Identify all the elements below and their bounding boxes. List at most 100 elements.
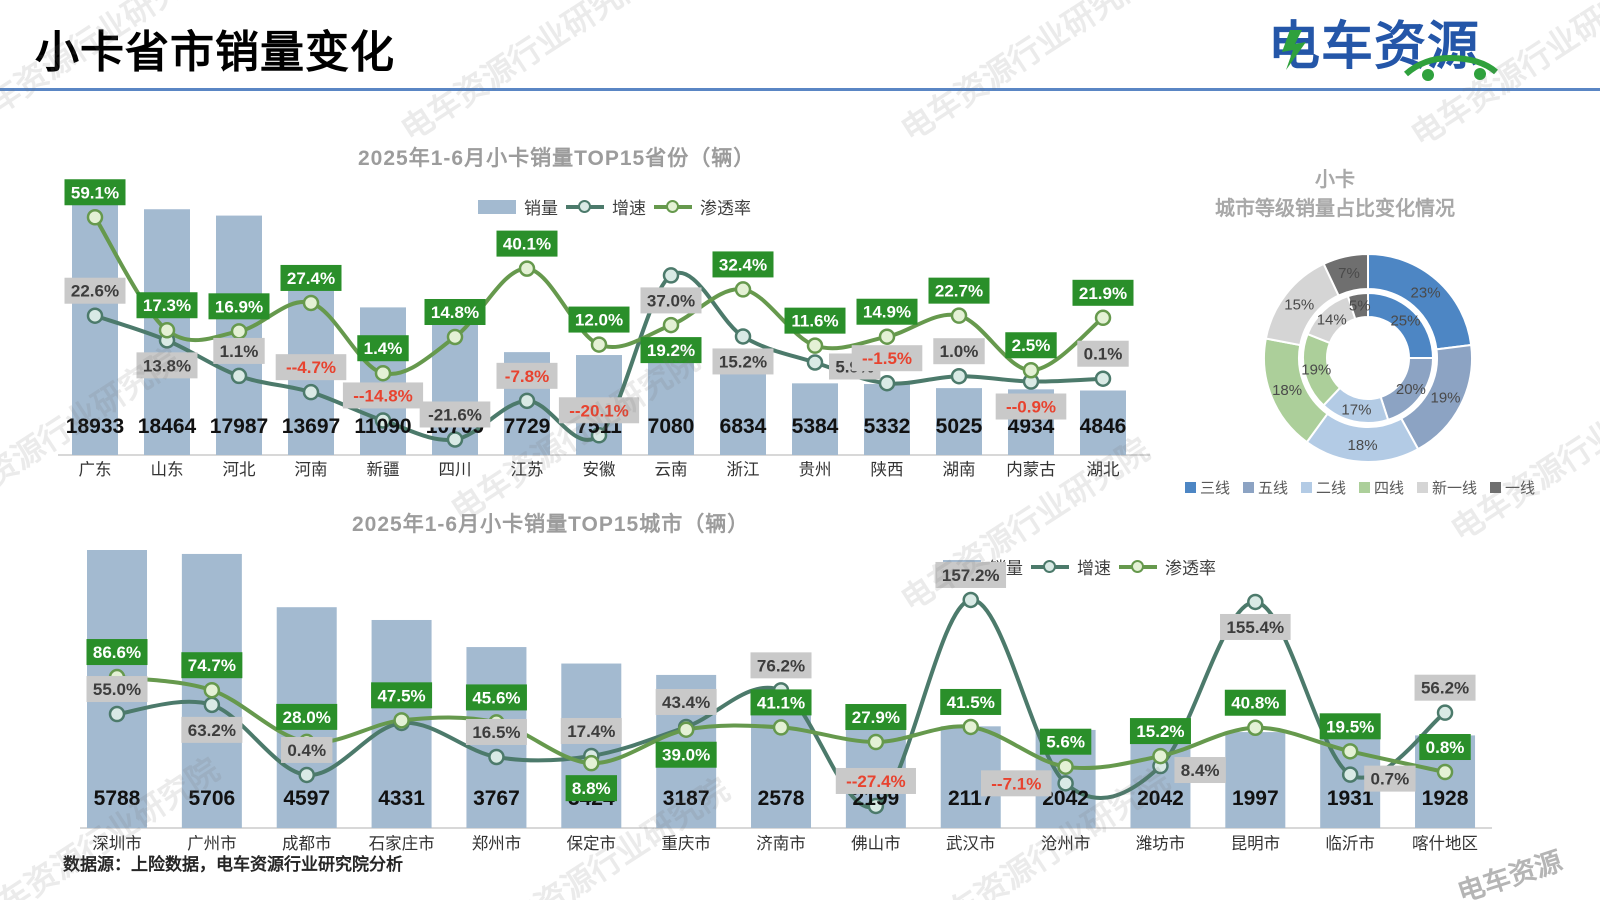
penetration-marker xyxy=(446,328,464,346)
sales-value-label: 7080 xyxy=(648,415,695,438)
penetration-label-bg xyxy=(1129,718,1191,745)
growth-label: 1.0% xyxy=(940,342,979,361)
growth-label: --14.8% xyxy=(353,386,413,405)
growth-label: -7.8% xyxy=(505,367,549,386)
sales-value-label: 5025 xyxy=(936,415,983,438)
donut-segment-inner-label: 14% xyxy=(1317,311,1347,328)
sales-value-label: 18933 xyxy=(66,415,124,438)
legend-growth-label: 增速 xyxy=(1077,559,1111,578)
legend-sales-label: 销量 xyxy=(524,199,558,218)
city-chart-title: 2025年1-6月小卡销量TOP15城市（辆） xyxy=(352,513,750,536)
growth-label-bg xyxy=(1364,765,1416,792)
penetration-label: 19.2% xyxy=(647,341,695,360)
donut-segment-inner-label: 17% xyxy=(1341,402,1371,419)
penetration-label-bg xyxy=(712,251,774,278)
category-label: 浙江 xyxy=(727,460,760,479)
growth-label: 0.4% xyxy=(287,741,326,760)
category-label: 广州市 xyxy=(187,834,237,853)
growth-label: --4.7% xyxy=(286,358,336,377)
growth-label: 13.8% xyxy=(143,356,191,375)
penetration-label-bg xyxy=(856,298,918,325)
penetration-label-bg xyxy=(940,688,1002,715)
penetration-label: 2.5% xyxy=(1012,336,1051,355)
penetration-label: 40.8% xyxy=(1231,694,1279,713)
category-label: 沧州市 xyxy=(1041,834,1091,853)
penetration-label: 27.4% xyxy=(287,269,335,288)
penetration-marker xyxy=(230,323,248,340)
donut-segment-inner-label: 5% xyxy=(1349,298,1371,315)
growth-marker xyxy=(374,412,392,429)
sales-value-label: 1997 xyxy=(1232,787,1279,810)
growth-label: 8.4% xyxy=(1181,761,1220,780)
growth-label-bg xyxy=(933,338,985,365)
penetration-marker xyxy=(374,364,392,382)
sales-bar xyxy=(936,388,982,455)
donut-title-line2: 城市等级销量占比变化情况 xyxy=(1215,198,1455,220)
penetration-label-bg xyxy=(280,264,342,291)
car-wheel-icon xyxy=(1474,68,1486,80)
sales-value-label: 6834 xyxy=(720,415,767,438)
growth-label: --20.1% xyxy=(569,401,629,420)
category-label: 深圳市 xyxy=(92,834,142,853)
category-label: 安徽 xyxy=(583,460,617,479)
penetration-label: 47.5% xyxy=(377,686,425,705)
growth-label: 155.4% xyxy=(1226,618,1284,637)
growth-label-bg xyxy=(213,337,265,364)
logo-deco-icon xyxy=(1282,30,1498,81)
penetration-marker xyxy=(158,321,176,339)
growth-label-bg xyxy=(560,717,622,744)
growth-label-bg xyxy=(712,348,774,375)
sales-bar xyxy=(1080,390,1126,455)
sales-value-label: 2042 xyxy=(1042,787,1089,810)
growth-label-bg xyxy=(1174,757,1226,784)
province-chart-title: 2025年1-6月小卡销量TOP15省份（辆） xyxy=(358,147,756,170)
growth-label: 63.2% xyxy=(188,721,236,740)
donut-legend-item: 三线 xyxy=(1184,477,1230,498)
sales-bar xyxy=(864,384,910,455)
legend-swatch xyxy=(1242,482,1254,493)
growth-marker xyxy=(488,748,505,766)
penetration-label: 16.9% xyxy=(215,297,263,316)
category-label: 四川 xyxy=(439,461,472,479)
growth-marker xyxy=(302,383,320,401)
sales-value-label: 11090 xyxy=(354,415,411,438)
penetration-label-bg xyxy=(371,682,433,709)
growth-label: -21.6% xyxy=(428,405,482,424)
sales-value-label: 5706 xyxy=(189,787,236,810)
growth-label: 22.6% xyxy=(71,282,119,301)
growth-marker xyxy=(662,267,680,284)
penetration-marker xyxy=(86,209,104,226)
growth-label: --27.4% xyxy=(846,772,906,791)
donut-legend-label: 二线 xyxy=(1315,480,1346,497)
growth-label: 1.1% xyxy=(220,342,259,361)
penetration-marker xyxy=(518,260,536,277)
growth-label-bg xyxy=(655,688,717,715)
category-label: 石家庄市 xyxy=(369,834,435,853)
category-label: 贵州 xyxy=(799,460,832,479)
growth-label-bg xyxy=(496,362,558,389)
logo: 电车资源 xyxy=(1268,12,1528,88)
sales-bar xyxy=(648,360,694,455)
penetration-label-bg xyxy=(1319,713,1381,740)
penetration-label-bg xyxy=(424,298,486,325)
penetration-marker xyxy=(867,733,885,751)
penetration-marker xyxy=(734,281,752,298)
growth-label: --7.1% xyxy=(991,774,1041,793)
category-label: 内蒙古 xyxy=(1006,460,1056,479)
penetration-label: 0.8% xyxy=(1426,738,1465,757)
growth-line-swatch xyxy=(1031,559,1069,573)
donut-segment-outer-label: 7% xyxy=(1338,265,1360,282)
penetration-label-bg xyxy=(1039,728,1092,755)
growth-label: 0.1% xyxy=(1084,345,1123,364)
growth-label: 157.2% xyxy=(942,566,1000,585)
penetration-marker xyxy=(1057,758,1074,775)
penetration-label-bg xyxy=(928,277,990,304)
sales-value-label: 1931 xyxy=(1327,787,1374,810)
penetration-label: 39.0% xyxy=(662,746,710,765)
growth-label: 55.0% xyxy=(93,680,141,699)
donut-legend-item: 四线 xyxy=(1359,477,1404,498)
category-label: 武汉市 xyxy=(946,834,996,853)
legend-swatch xyxy=(1490,482,1502,493)
penetration-label-bg xyxy=(1005,332,1057,359)
penetration-marker xyxy=(1022,361,1040,379)
